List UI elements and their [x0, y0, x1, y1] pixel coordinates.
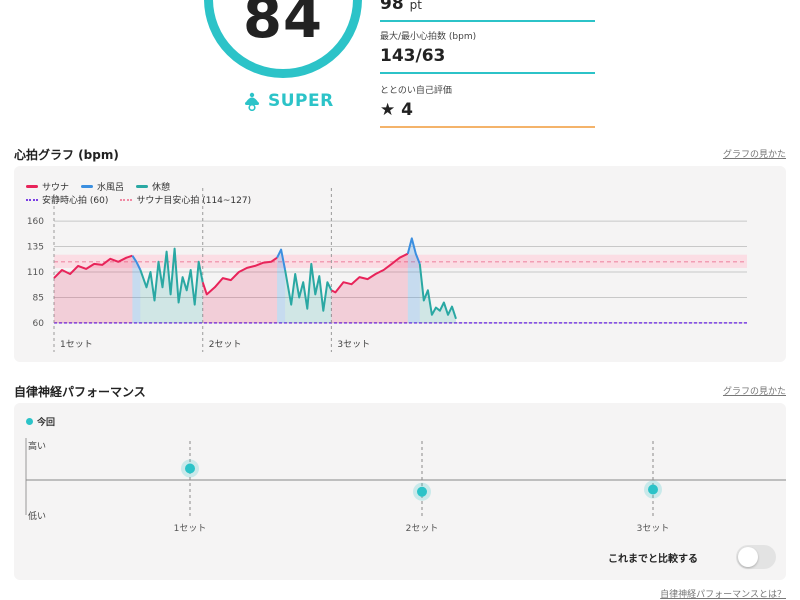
series-area	[132, 255, 141, 323]
stat-points: 98 pt	[380, 0, 595, 22]
data-point	[185, 463, 195, 474]
sauna-hat-icon	[245, 92, 259, 111]
rank-badge: SUPER	[242, 91, 334, 111]
set-label: 2セット	[209, 339, 242, 350]
divider	[380, 72, 595, 74]
ans-about-link[interactable]: 自律神経パフォーマンスとは？	[660, 590, 786, 600]
series-line	[276, 248, 287, 271]
heart-graph-help-link[interactable]: グラフの見かた	[722, 150, 786, 160]
heart-graph-card: サウナ 水風呂 休憩 安静時心拍 (60) サウナ目安心拍 (114~127) …	[14, 166, 786, 362]
series-area	[407, 238, 420, 323]
heart-rate-value: 143/63	[380, 46, 446, 66]
heart-rate-chart: 160 135 110 85 60 1セット 2セット 3セット	[27, 188, 747, 352]
divider	[380, 126, 595, 128]
stat-label: 最大/最小心拍数 (bpm)	[380, 32, 477, 42]
stat-self-rating: ととのい自己評価 ★ 4	[380, 83, 595, 128]
level-high-label: 高い	[28, 440, 46, 452]
series-line	[284, 262, 333, 312]
compare-toggle-label: これまでと比較する	[608, 554, 698, 565]
y-tick-label: 160	[27, 217, 44, 227]
data-point	[417, 486, 427, 497]
divider	[380, 20, 595, 22]
series-line	[330, 252, 409, 294]
category-label: 3セット	[637, 523, 670, 534]
heart-legend-row-1: サウナ 水風呂 休憩	[26, 180, 170, 193]
series-line	[201, 256, 278, 296]
legend-resting-hr: 安静時心拍 (60)	[26, 193, 108, 206]
series-area	[277, 249, 286, 323]
y-tick-label: 110	[27, 268, 44, 278]
series-area	[419, 263, 456, 323]
series-area	[331, 253, 408, 323]
data-point	[648, 484, 658, 495]
legend-sauna-target: サウナ目安心拍 (114~127)	[120, 193, 251, 206]
series-line	[53, 254, 133, 279]
ans-help-link[interactable]: グラフの見かた	[722, 387, 786, 397]
ans-card: 今回 高い低い 1セット 2セット 3セット これまでと比較する	[14, 403, 786, 580]
toggle-knob	[738, 547, 758, 567]
compare-toggle[interactable]	[736, 545, 776, 569]
self-rating-value: ★ 4	[380, 100, 414, 120]
y-tick-label: 60	[33, 319, 45, 329]
ans-legend: 今回	[26, 415, 55, 428]
level-low-label: 低い	[28, 510, 46, 522]
series-line	[406, 237, 421, 265]
legend-this-time: 今回	[26, 415, 55, 428]
category-label: 1セット	[174, 523, 207, 534]
y-tick-label: 135	[27, 243, 44, 253]
set-label: 3セット	[337, 339, 370, 350]
rank-label: SUPER	[268, 91, 334, 111]
stat-heart-rate: 最大/最小心拍数 (bpm) 143/63	[380, 29, 595, 74]
heart-legend-row-2: 安静時心拍 (60) サウナ目安心拍 (114~127)	[26, 193, 251, 206]
series-line	[131, 255, 142, 271]
series-area	[285, 263, 332, 323]
legend-mizuburo: 水風呂	[81, 180, 124, 193]
series-line	[418, 263, 457, 320]
category-label: 2セット	[406, 523, 439, 534]
score-value: 84	[243, 0, 323, 51]
star-icon: ★	[380, 100, 396, 120]
legend-sauna: サウナ	[26, 180, 69, 193]
points-value: 98 pt	[380, 0, 422, 14]
series-area	[202, 257, 278, 323]
y-tick-label: 85	[33, 293, 44, 303]
set-label: 1セット	[60, 339, 93, 350]
legend-rest: 休憩	[136, 180, 170, 193]
stat-label: ととのい自己評価	[380, 86, 452, 96]
ans-title: 自律神経パフォーマンス	[14, 385, 146, 399]
series-area	[54, 255, 133, 323]
series-line	[139, 247, 204, 306]
heart-graph-title: 心拍グラフ (bpm)	[14, 148, 119, 162]
